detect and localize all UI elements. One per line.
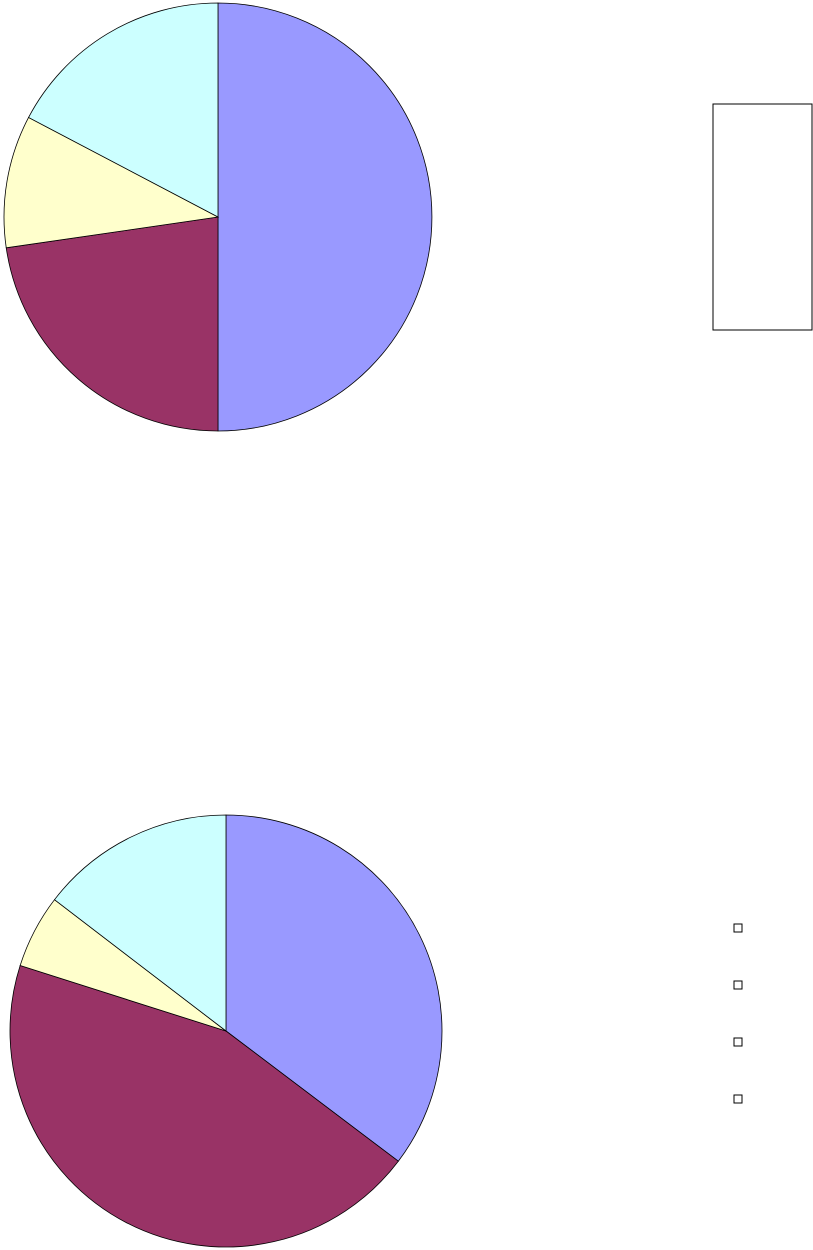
legend-swatch (733, 923, 743, 933)
pie-slice (9, 965, 399, 1248)
pie-slice (3, 116, 220, 249)
pie-slice (5, 216, 219, 432)
pie-slice (53, 814, 227, 1032)
legend-swatch (733, 1094, 743, 1104)
legend-swatch (733, 1037, 743, 1047)
pie-slice (225, 814, 443, 1162)
pie-slice (28, 2, 219, 218)
legend-frame (712, 103, 813, 331)
legend-swatch (733, 980, 743, 990)
pie-slice (217, 2, 433, 432)
